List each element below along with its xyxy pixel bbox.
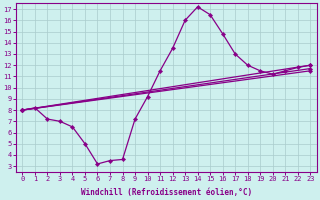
- X-axis label: Windchill (Refroidissement éolien,°C): Windchill (Refroidissement éolien,°C): [81, 188, 252, 197]
